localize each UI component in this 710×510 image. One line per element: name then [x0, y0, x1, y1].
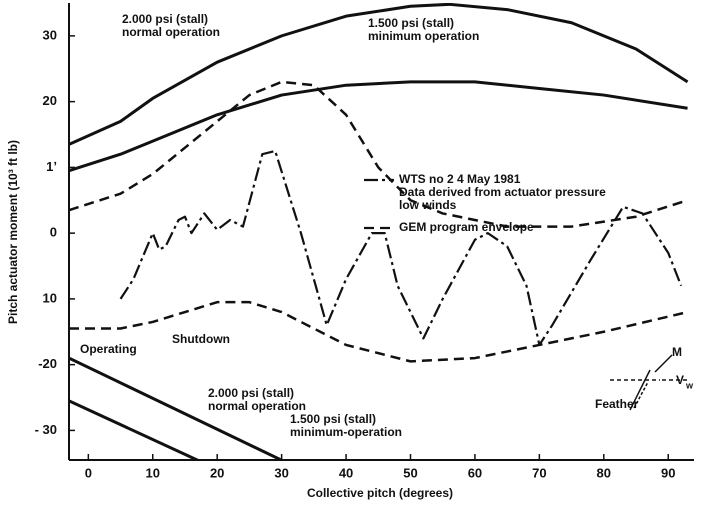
x-tick-label: 70 [532, 465, 546, 480]
x-tick-label: 60 [468, 465, 482, 480]
x-tick-label: 30 [274, 465, 288, 480]
series-line [69, 356, 285, 460]
series-line [69, 80, 688, 228]
x-tick-label: 80 [597, 465, 611, 480]
x-tick-label: 40 [339, 465, 353, 480]
x-tick-label: 10 [146, 465, 160, 480]
series-line [69, 80, 688, 173]
annotation: 1.500 psi (stall) [290, 412, 376, 426]
legend-note: low winds [399, 198, 457, 212]
legend-label: WTS no 2 4 May 1981 [399, 172, 521, 186]
annotation: Shutdown [172, 332, 230, 346]
x-axis-label: Collective pitch (degrees) [307, 486, 453, 500]
x-tick-label: 20 [210, 465, 224, 480]
annotation: M [672, 345, 682, 359]
series-line [69, 300, 688, 363]
annotation: Operating [80, 342, 137, 356]
x-tick-label: 90 [661, 465, 675, 480]
y-tick-label: 30 [43, 27, 57, 42]
annotation: 1.500 psi (stall) [368, 16, 454, 30]
feather-diagram [610, 354, 690, 411]
y-tick-label: 0 [50, 225, 57, 240]
x-tick-label: 50 [403, 465, 417, 480]
y-tick-label: 1ʼ [46, 159, 57, 174]
series-line [69, 399, 201, 460]
annotation: minimum-operation [290, 425, 402, 439]
annotation: w [685, 380, 694, 390]
x-tick-label: 0 [85, 465, 92, 480]
annotation: Feather [595, 397, 639, 411]
plot-area [69, 3, 689, 460]
annotation: 2.000 psi (stall) [122, 12, 208, 26]
annotation: V [676, 373, 684, 387]
y-tick-label: - 30 [35, 422, 57, 437]
legend-label: GEM program envelope [399, 220, 534, 234]
annotation: minimum operation [368, 29, 479, 43]
series-line [69, 3, 689, 146]
series-line [119, 149, 683, 347]
y-tick-label: -20 [38, 356, 57, 371]
annotation: normal operation [122, 25, 220, 39]
y-axis-label: Pitch actuator moment (10³ ft lb) [6, 140, 20, 324]
annotation: normal operation [208, 399, 306, 413]
legend-note: Data derived from actuator pressure [399, 185, 606, 199]
axes [68, 3, 694, 461]
y-tick-label: 20 [43, 93, 57, 108]
annotation: 2.000 psi (stall) [208, 386, 294, 400]
y-tick-label: 10 [43, 290, 57, 305]
